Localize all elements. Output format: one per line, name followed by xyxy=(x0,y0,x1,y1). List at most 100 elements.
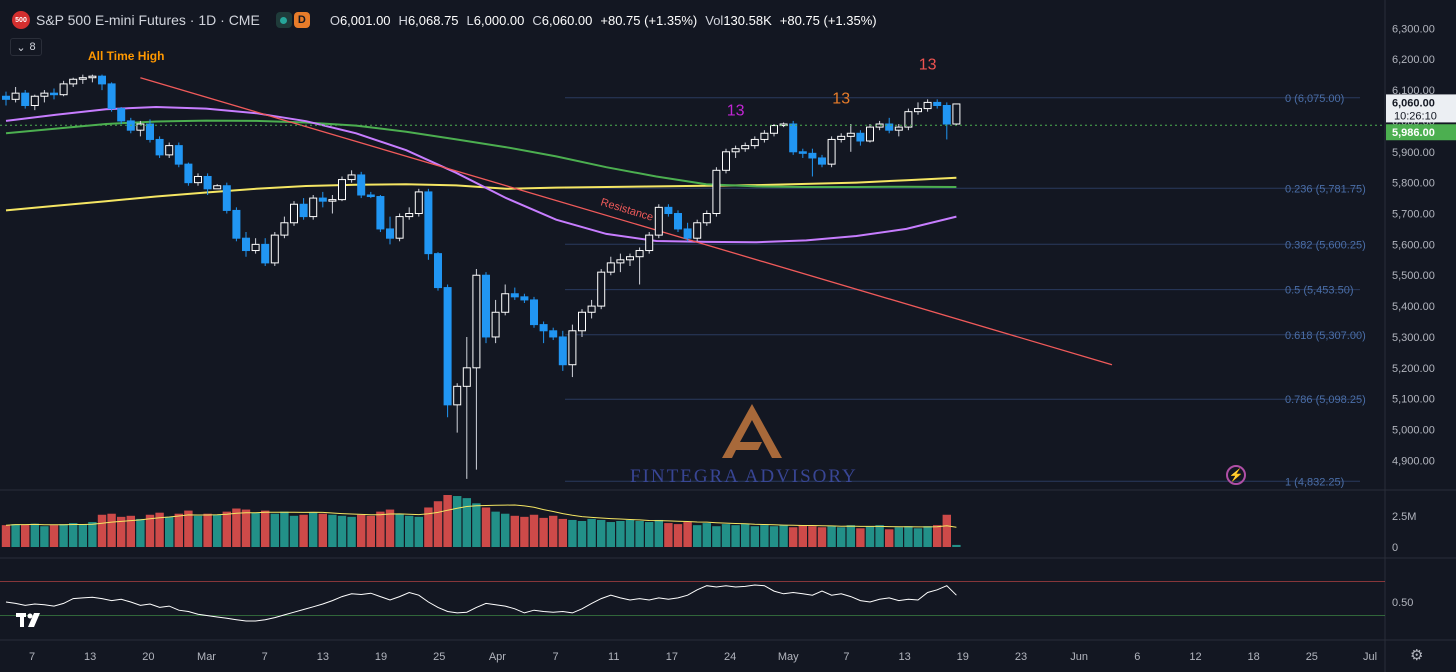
candle-body[interactable] xyxy=(837,135,846,140)
candle-body[interactable] xyxy=(318,197,327,202)
candle-body[interactable] xyxy=(606,262,615,273)
candle-body[interactable] xyxy=(299,203,308,218)
candle-body[interactable] xyxy=(174,145,183,165)
candle-body[interactable] xyxy=(2,95,10,100)
candle-body[interactable] xyxy=(722,151,730,171)
candle-body[interactable] xyxy=(462,367,471,387)
candle-body[interactable] xyxy=(30,95,39,106)
candle-body[interactable] xyxy=(309,197,318,218)
candle-body[interactable] xyxy=(107,83,116,110)
candle-body[interactable] xyxy=(520,296,529,301)
candle-body[interactable] xyxy=(395,216,404,239)
candle-body[interactable] xyxy=(731,148,740,153)
candle-body[interactable] xyxy=(846,132,855,137)
candle-body[interactable] xyxy=(875,123,884,128)
candle-body[interactable] xyxy=(165,145,174,156)
candle-body[interactable] xyxy=(347,174,356,181)
candle-body[interactable] xyxy=(251,243,260,252)
candle-body[interactable] xyxy=(270,234,279,264)
candle-body[interactable] xyxy=(472,274,481,369)
candle-body[interactable] xyxy=(501,293,510,313)
candle-body[interactable] xyxy=(424,191,433,255)
candle-body[interactable] xyxy=(904,111,913,128)
candle-body[interactable] xyxy=(242,237,250,252)
candle-body[interactable] xyxy=(568,330,577,366)
candle-body[interactable] xyxy=(443,287,452,406)
candle-body[interactable] xyxy=(376,196,385,230)
candle-body[interactable] xyxy=(866,126,874,142)
candle-body[interactable] xyxy=(98,75,106,85)
candle-body[interactable] xyxy=(59,83,68,96)
candle-body[interactable] xyxy=(885,123,894,131)
gear-icon[interactable]: ⚙ xyxy=(1410,647,1424,664)
candle-body[interactable] xyxy=(222,185,231,211)
candle-body[interactable] xyxy=(146,123,154,140)
candle-body[interactable] xyxy=(280,222,289,236)
candle-body[interactable] xyxy=(194,175,202,184)
candle-body[interactable] xyxy=(155,138,164,156)
candle-body[interactable] xyxy=(203,175,212,190)
candle-body[interactable] xyxy=(933,101,942,106)
candle-body[interactable] xyxy=(587,305,596,313)
candle-body[interactable] xyxy=(798,151,807,154)
tradingview-logo-icon[interactable] xyxy=(16,611,46,629)
candle-body[interactable] xyxy=(482,274,490,338)
candle-body[interactable] xyxy=(818,157,826,165)
candle-body[interactable] xyxy=(856,132,865,142)
candle-body[interactable] xyxy=(491,311,500,338)
candle-body[interactable] xyxy=(914,108,922,113)
candle-body[interactable] xyxy=(808,152,817,159)
lightning-icon[interactable]: ⚡ xyxy=(1226,465,1246,485)
candle-body[interactable] xyxy=(942,104,951,125)
candle-body[interactable] xyxy=(414,191,423,215)
candle-body[interactable] xyxy=(232,209,241,239)
candle-body[interactable] xyxy=(789,123,798,153)
candle-body[interactable] xyxy=(693,222,702,239)
symbol-title[interactable]: S&P 500 E-mini Futures · 1D · CME xyxy=(36,12,260,28)
delayed-badge[interactable]: D xyxy=(293,12,310,28)
candle-body[interactable] xyxy=(338,179,346,201)
candle-body[interactable] xyxy=(760,132,769,140)
candle-body[interactable] xyxy=(741,145,750,150)
market-open-icon[interactable] xyxy=(275,12,292,28)
candle-body[interactable] xyxy=(136,123,145,131)
candle-body[interactable] xyxy=(213,185,222,190)
candle-body[interactable] xyxy=(654,206,663,236)
candle-body[interactable] xyxy=(50,92,58,96)
candle-body[interactable] xyxy=(549,330,558,338)
candle-body[interactable] xyxy=(117,108,126,122)
indicators-toggle[interactable]: ⌄ 8 xyxy=(10,38,42,56)
resistance-line[interactable] xyxy=(140,77,1113,366)
candle-body[interactable] xyxy=(683,228,692,239)
candle-body[interactable] xyxy=(616,259,625,264)
candle-body[interactable] xyxy=(702,213,711,224)
candle-body[interactable] xyxy=(434,253,442,289)
candle-body[interactable] xyxy=(510,293,519,298)
candle-body[interactable] xyxy=(328,199,337,202)
candle-body[interactable] xyxy=(366,194,375,198)
candle-body[interactable] xyxy=(597,271,606,307)
candle-body[interactable] xyxy=(827,138,836,165)
candle-body[interactable] xyxy=(626,256,634,261)
candle-body[interactable] xyxy=(750,138,759,147)
candle-body[interactable] xyxy=(530,299,538,326)
candle-body[interactable] xyxy=(635,250,644,258)
candle-body[interactable] xyxy=(770,125,778,134)
candle-body[interactable] xyxy=(712,169,721,215)
candle-body[interactable] xyxy=(952,103,961,125)
candle-body[interactable] xyxy=(184,163,193,184)
candle-body[interactable] xyxy=(558,336,567,366)
candle-body[interactable] xyxy=(453,385,462,406)
candle-body[interactable] xyxy=(674,213,682,230)
candle-body[interactable] xyxy=(261,243,270,264)
candle-body[interactable] xyxy=(664,206,673,215)
candle-body[interactable] xyxy=(539,324,548,332)
candle-body[interactable] xyxy=(923,101,932,110)
candle-body[interactable] xyxy=(40,92,49,97)
candle-body[interactable] xyxy=(290,203,298,224)
candle-body[interactable] xyxy=(21,92,30,106)
candle-body[interactable] xyxy=(357,174,366,196)
candle-body[interactable] xyxy=(645,234,654,252)
candle-body[interactable] xyxy=(405,213,414,218)
